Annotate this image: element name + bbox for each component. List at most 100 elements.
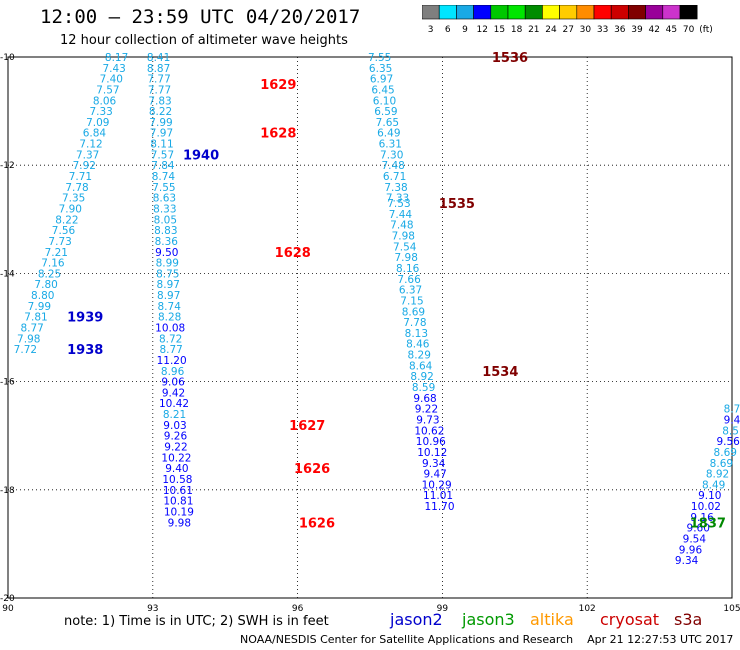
swh-value: 6.97 [370, 74, 393, 86]
swh-value: 8.92 [410, 371, 433, 383]
swh-value: 7.99 [149, 117, 172, 129]
scale-label: 36 [614, 25, 626, 35]
swh-value: 11.01 [423, 490, 453, 502]
swh-value: 7.65 [376, 117, 399, 129]
swh-value: 10.19 [164, 506, 194, 518]
swh-value: 7.38 [384, 182, 407, 194]
swh-value: 8.25 [38, 268, 61, 280]
swh-value: 7.21 [45, 247, 68, 259]
swh-value: 8.69 [714, 447, 737, 459]
swh-value: 8.22 [149, 106, 172, 118]
scale-label: 27 [562, 25, 573, 35]
swh-value: 10.62 [414, 425, 444, 437]
y-tick-label: -16 [0, 378, 15, 388]
swh-value: 7.12 [79, 139, 102, 151]
swh-value: 8.06 [93, 95, 117, 107]
swh-value: 10.02 [691, 501, 721, 513]
swh-value: 7.33 [386, 193, 409, 205]
swh-value: 9.03 [163, 420, 186, 432]
swh-value: 9.06 [161, 377, 185, 389]
swh-value: 7.37 [76, 149, 99, 161]
swh-value: 10.22 [161, 452, 191, 464]
time-label: 1534 [482, 365, 518, 380]
x-tick-label: 105 [723, 604, 740, 614]
swh-value: 8.77 [159, 344, 182, 356]
legend-s3a: s3a [674, 610, 703, 629]
legend-altika: altika [530, 610, 574, 629]
swh-value: 7.92 [73, 160, 96, 172]
scale-label: 39 [631, 25, 643, 35]
swh-value: 8.21 [163, 409, 186, 421]
swh-value: 7.09 [86, 117, 109, 129]
swh-value: 6.84 [83, 128, 107, 140]
swh-value: 10.96 [416, 436, 446, 448]
scale-label: 15 [494, 25, 505, 35]
swh-value: 7.71 [69, 171, 92, 183]
swh-value: 7.53 [387, 198, 410, 210]
swh-value: 6.71 [383, 171, 406, 183]
swh-value: 9.50 [155, 247, 178, 259]
swh-value: 7.98 [395, 252, 418, 264]
swh-value: 7.30 [380, 149, 403, 161]
time-label: 1628 [260, 127, 296, 142]
swh-value: 8.87 [147, 63, 170, 75]
swh-value: 7.57 [151, 149, 174, 161]
swh-value: 8.22 [55, 214, 78, 226]
footer-note: note: 1) Time is in UTC; 2) SWH is in fe… [64, 614, 329, 629]
x-tick-label: 96 [292, 604, 304, 614]
legend-jason2: jason2 [390, 610, 443, 629]
swh-value: 8.46 [406, 339, 430, 351]
color-scale: 3 6 9 12 15 18 21 24 27 30 33 36 39 42 45 70 (ft) [422, 5, 713, 35]
swh-value: 8.69 [710, 458, 733, 470]
swh-value: 7.55 [152, 182, 175, 194]
swh-value: 8.11 [150, 139, 173, 151]
legend-cryosat: cryosat [600, 610, 660, 629]
scale-unit: (ft) [699, 25, 713, 35]
time-label: 1626 [299, 516, 335, 531]
swh-value: 10.58 [162, 474, 192, 486]
swh-value: 8.97 [157, 290, 180, 302]
swh-value: 8.75 [156, 268, 179, 280]
swh-value: 8.13 [405, 328, 428, 340]
scale-label: 42 [648, 25, 659, 35]
swh-value: 7.44 [389, 209, 413, 221]
swh-value: 9.4 [724, 414, 740, 426]
swh-value: 10.12 [417, 447, 447, 459]
scale-label: 30 [580, 25, 592, 35]
scale-label: 21 [528, 25, 539, 35]
time-label: 1629 [260, 78, 296, 93]
swh-value: 7.48 [381, 160, 404, 172]
swh-value: 10.61 [163, 485, 193, 497]
swh-value: 9.22 [415, 404, 438, 416]
swh-value: 7.43 [102, 63, 125, 75]
swh-value: 8.96 [161, 366, 185, 378]
swh-value: 9.10 [698, 490, 721, 502]
legend-jason3: jason3 [462, 610, 515, 629]
swh-value: 7.77 [148, 84, 171, 96]
y-tick-label: -12 [0, 161, 15, 171]
swh-value: 7.40 [100, 74, 123, 86]
swh-value: 8.29 [408, 350, 431, 362]
plot-frame [7, 56, 733, 599]
swh-value: 8.99 [156, 258, 179, 270]
swh-value: 8.64 [409, 360, 433, 372]
swh-value: 9.73 [416, 414, 439, 426]
swh-value: 8.36 [155, 236, 179, 248]
time-label: 1535 [439, 197, 475, 212]
swh-value: 8.77 [20, 323, 43, 335]
y-tick-label: -18 [0, 486, 15, 496]
time-label: 1837 [690, 516, 726, 531]
scale-label: 45 [666, 25, 677, 35]
swh-value: 7.83 [148, 95, 171, 107]
swh-value: 9.54 [683, 533, 707, 545]
scale-label: 18 [511, 25, 523, 35]
x-tick-label: 99 [437, 604, 449, 614]
swh-value: 7.33 [89, 106, 112, 118]
scale-label: 33 [597, 25, 608, 35]
swh-value: 8.63 [153, 193, 176, 205]
swh-value: 8.74 [158, 301, 182, 313]
swh-value: 9.47 [423, 469, 446, 481]
swh-value: 10.08 [155, 323, 185, 335]
swh-value: 10.42 [159, 398, 189, 410]
